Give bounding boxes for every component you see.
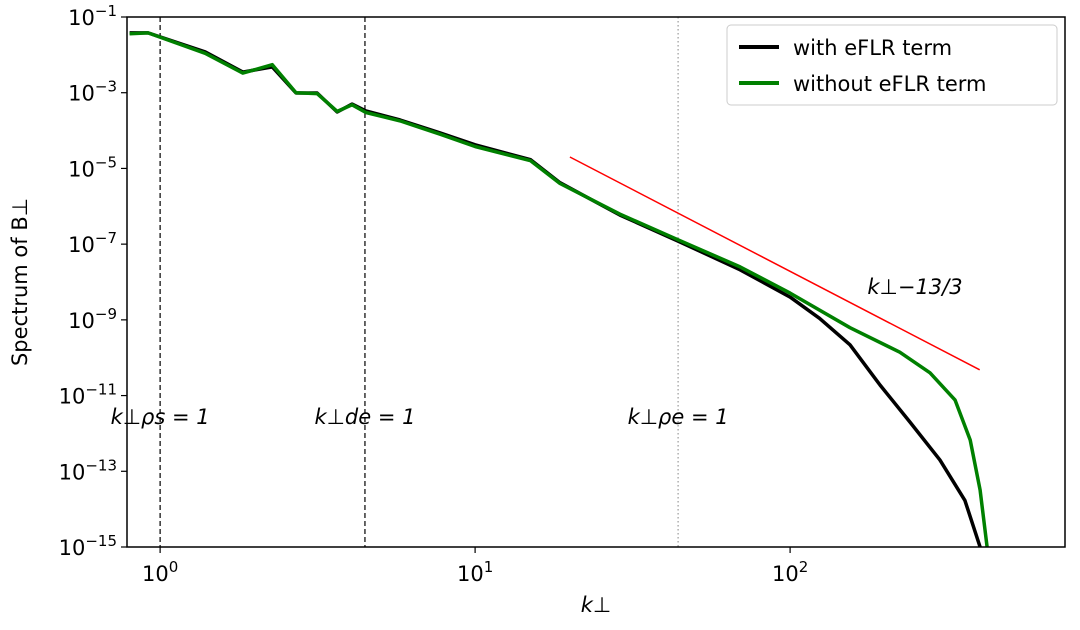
y-tick-label: 10−1 (68, 2, 117, 30)
slope-label: k⊥−13/3 (867, 275, 962, 299)
y-tick-label: 10−9 (68, 305, 117, 333)
plot-area (129, 17, 989, 547)
x-tick-label: 100 (142, 558, 178, 586)
x-tick-label: 101 (457, 558, 493, 586)
y-tick-label: 10−15 (59, 532, 117, 560)
y-tick-label: 10−7 (68, 229, 117, 257)
x-tick-label: 102 (772, 558, 808, 586)
plot-frame (126, 16, 1066, 548)
y-tick-label: 10−3 (68, 78, 117, 106)
reference-slope-line (569, 156, 981, 371)
vline-label: k⊥ρe = 1 (628, 405, 729, 429)
series-line (129, 31, 989, 547)
legend-label: with eFLR term (793, 36, 952, 60)
y-tick-label: 10−11 (59, 381, 117, 409)
vline-label: k⊥de = 1 (314, 405, 415, 429)
vline-label: k⊥ρs = 1 (111, 405, 210, 429)
legend-label: without eFLR term (793, 72, 986, 96)
y-axis-label: Spectrum of B⊥ (8, 198, 32, 366)
y-tick-label: 10−13 (59, 456, 117, 484)
legend-box (726, 24, 1058, 106)
y-tick-label: 10−5 (68, 153, 117, 181)
series-line (129, 31, 982, 547)
x-axis-label: k⊥ (581, 593, 611, 617)
